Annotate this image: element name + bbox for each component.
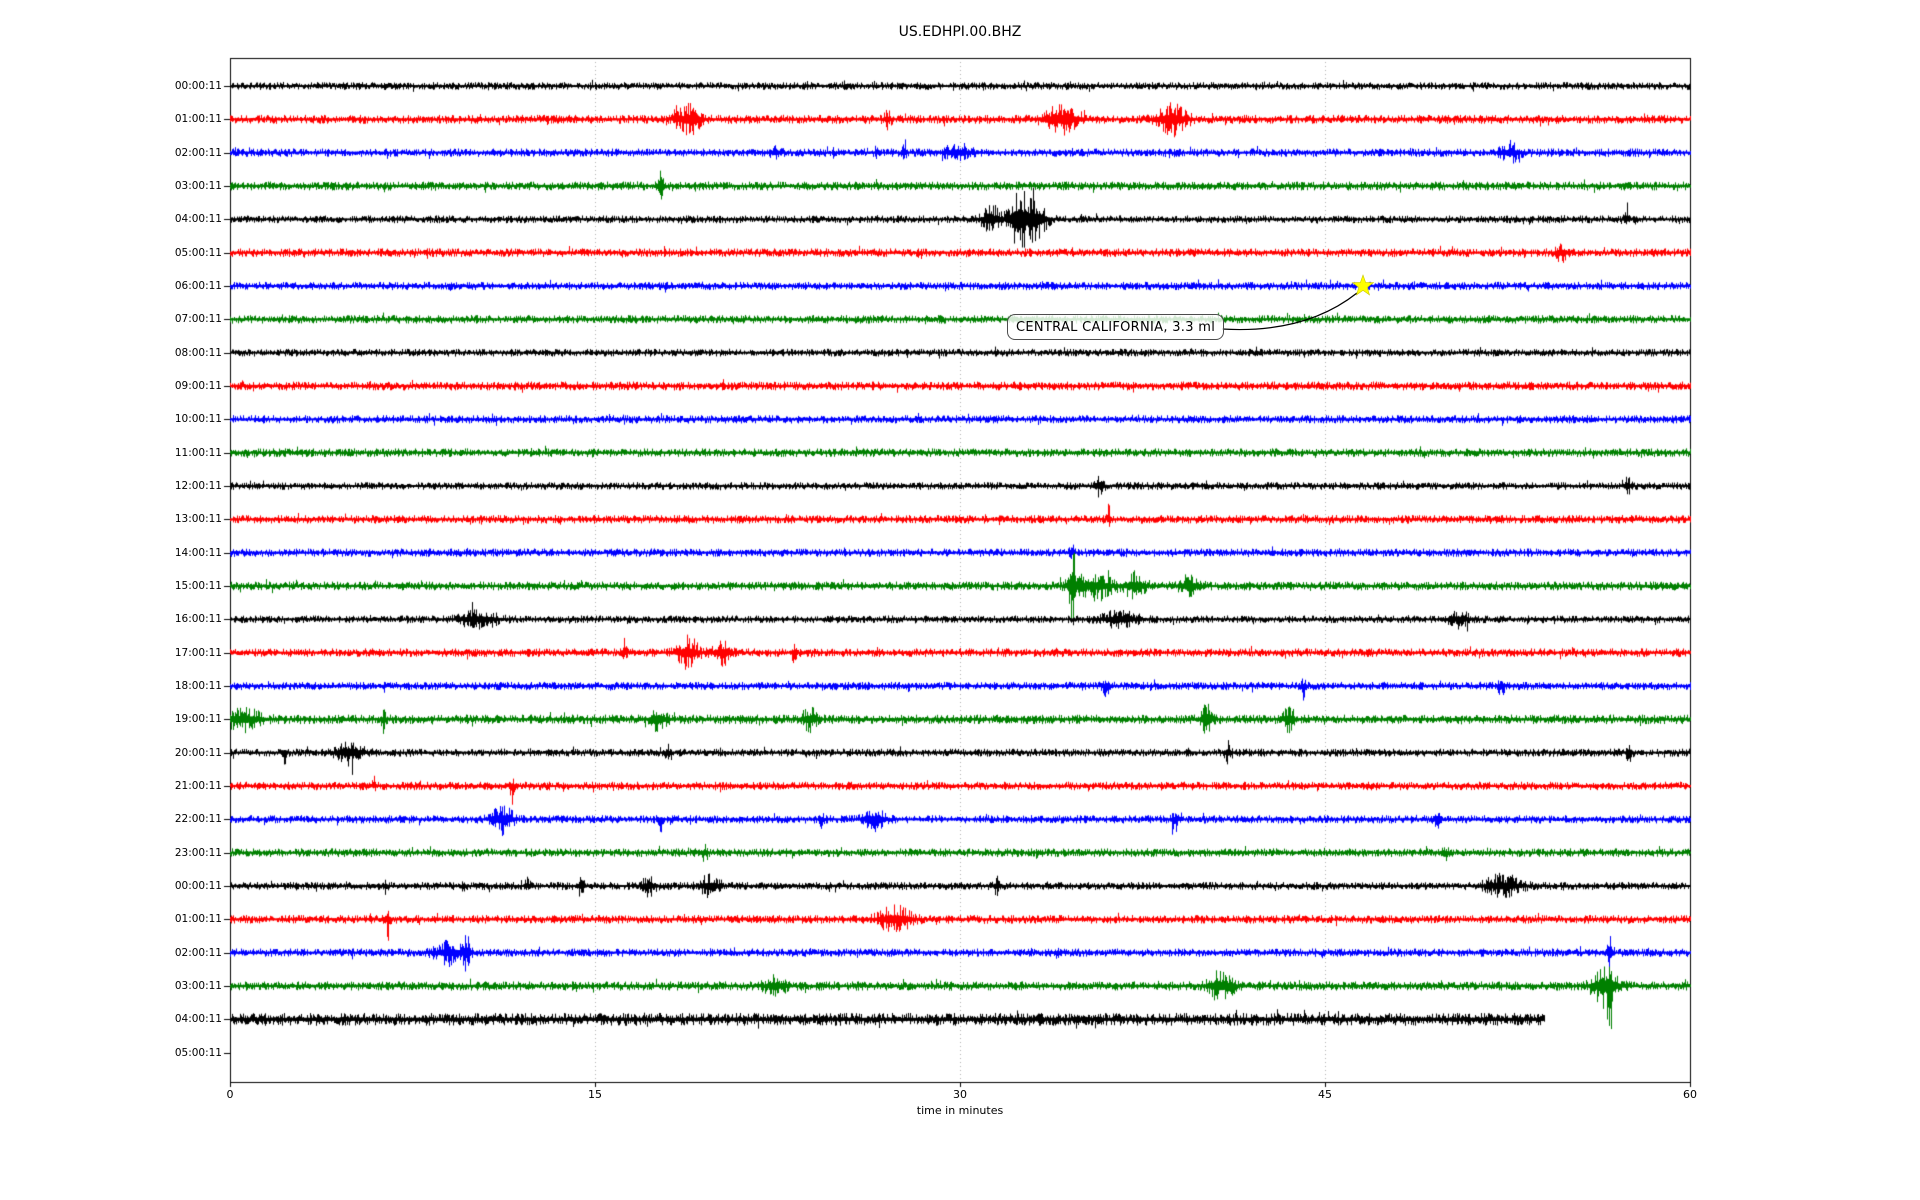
x-tick-label: 45 (1318, 1088, 1332, 1101)
x-tick-label: 15 (588, 1088, 602, 1101)
y-tick-label: 04:00:11 (174, 1013, 222, 1026)
x-axis-title: time in minutes (916, 1104, 1004, 1117)
y-tick-label: 05:00:11 (174, 1046, 222, 1059)
y-tick-label: 01:00:11 (174, 913, 222, 926)
y-tick-label: 19:00:11 (174, 713, 222, 726)
y-tick-label: 05:00:11 (174, 246, 222, 259)
y-tick-label: 23:00:11 (174, 846, 222, 859)
x-tick-label: 0 (226, 1088, 234, 1101)
y-tick-label: 02:00:11 (174, 946, 222, 959)
y-tick-label: 15:00:11 (174, 579, 222, 592)
y-tick-label: 00:00:11 (174, 80, 222, 92)
annotation-callout: CENTRAL CALIFORNIA, 3.3 ml (1007, 314, 1225, 340)
y-tick-label: 14:00:11 (174, 546, 222, 559)
plot-title: US.EDHPI.00.BHZ (898, 24, 1022, 40)
y-tick-label: 03:00:11 (174, 979, 222, 992)
y-tick-label: 11:00:11 (174, 446, 222, 459)
y-tick-label: 01:00:11 (174, 113, 222, 126)
y-tick-label: 21:00:11 (174, 779, 222, 792)
y-tick-label: 04:00:11 (174, 213, 222, 226)
y-tick-label: 16:00:11 (174, 613, 222, 626)
y-tick-label: 00:00:11 (174, 879, 222, 892)
y-tick-label: 18:00:11 (174, 679, 222, 692)
y-tick-label: 13:00:11 (174, 513, 222, 526)
y-tick-label: 17:00:11 (174, 646, 222, 659)
y-tick-label: 20:00:11 (174, 746, 222, 759)
y-tick-label: 06:00:11 (174, 279, 222, 292)
y-tick-label: 08:00:11 (174, 346, 222, 359)
y-tick-label: 07:00:11 (174, 313, 222, 326)
y-tick-label: 02:00:11 (174, 146, 222, 159)
y-tick-label: 10:00:11 (174, 413, 222, 426)
y-tick-label: 12:00:11 (174, 479, 222, 492)
y-tick-label: 03:00:11 (174, 179, 222, 192)
y-tick-label: 22:00:11 (174, 813, 222, 826)
x-tick-label: 60 (1683, 1088, 1697, 1101)
x-tick-label: 30 (953, 1088, 967, 1101)
y-tick-label: 09:00:11 (174, 379, 222, 392)
